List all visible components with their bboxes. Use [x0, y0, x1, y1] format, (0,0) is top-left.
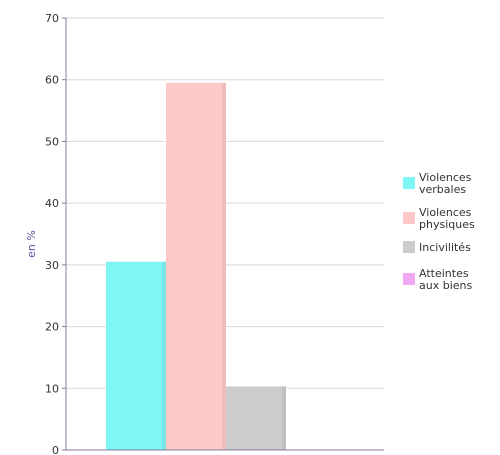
bar [106, 261, 166, 450]
legend-swatch [403, 177, 415, 189]
axes [65, 18, 384, 451]
bar-shade [282, 386, 286, 450]
y-tick-label: 10 [45, 382, 59, 395]
legend-label: Incivilités [419, 241, 471, 254]
legend-swatch [403, 241, 415, 253]
legend-label: Violences [419, 206, 472, 219]
y-tick-label: 20 [45, 321, 59, 334]
y-tick-label: 40 [45, 197, 59, 210]
bars [106, 82, 286, 451]
y-axis-title: en % [25, 230, 38, 258]
y-tick-label: 50 [45, 135, 59, 148]
y-tick-label: 0 [52, 444, 59, 455]
y-tick-labels: 0 10 20 30 40 50 60 70 [45, 12, 59, 455]
legend-label: Violences [419, 171, 472, 184]
bar [226, 386, 286, 450]
legend-swatch [403, 273, 415, 285]
y-tick-label: 70 [45, 12, 59, 25]
legend-label: verbales [419, 183, 466, 196]
legend-label: physiques [419, 218, 475, 231]
bar-shade [222, 82, 226, 451]
y-tick-label: 30 [45, 259, 59, 272]
bar-shade [162, 261, 166, 450]
y-tick-label: 60 [45, 74, 59, 87]
legend: ViolencesverbalesViolencesphysiquesInciv… [403, 171, 475, 292]
legend-label: Atteintes [419, 267, 469, 280]
legend-label: aux biens [419, 279, 472, 292]
bar [166, 82, 226, 451]
legend-swatch [403, 212, 415, 224]
